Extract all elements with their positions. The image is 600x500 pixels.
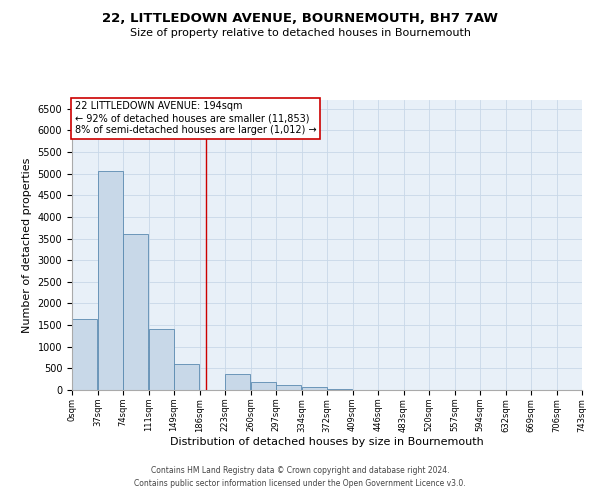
Y-axis label: Number of detached properties: Number of detached properties (22, 158, 32, 332)
Bar (225, 374, 250, 390)
Text: 22 LITTLEDOWN AVENUE: 194sqm
← 92% of detached houses are smaller (11,853)
8% of: 22 LITTLEDOWN AVENUE: 194sqm ← 92% of de… (74, 102, 316, 134)
Bar (251, 382, 276, 390)
Bar (302, 388, 327, 390)
X-axis label: Distribution of detached houses by size in Bournemouth: Distribution of detached houses by size … (170, 437, 484, 447)
Bar (327, 388, 352, 390)
Bar (72, 318, 97, 390)
Text: 22, LITTLEDOWN AVENUE, BOURNEMOUTH, BH7 7AW: 22, LITTLEDOWN AVENUE, BOURNEMOUTH, BH7 … (102, 12, 498, 26)
Bar (174, 364, 199, 390)
Text: Size of property relative to detached houses in Bournemouth: Size of property relative to detached ho… (130, 28, 470, 38)
Bar (149, 328, 174, 390)
Bar (276, 385, 301, 390)
Text: Contains HM Land Registry data © Crown copyright and database right 2024.
Contai: Contains HM Land Registry data © Crown c… (134, 466, 466, 487)
Bar (123, 234, 148, 390)
Bar (98, 172, 123, 390)
